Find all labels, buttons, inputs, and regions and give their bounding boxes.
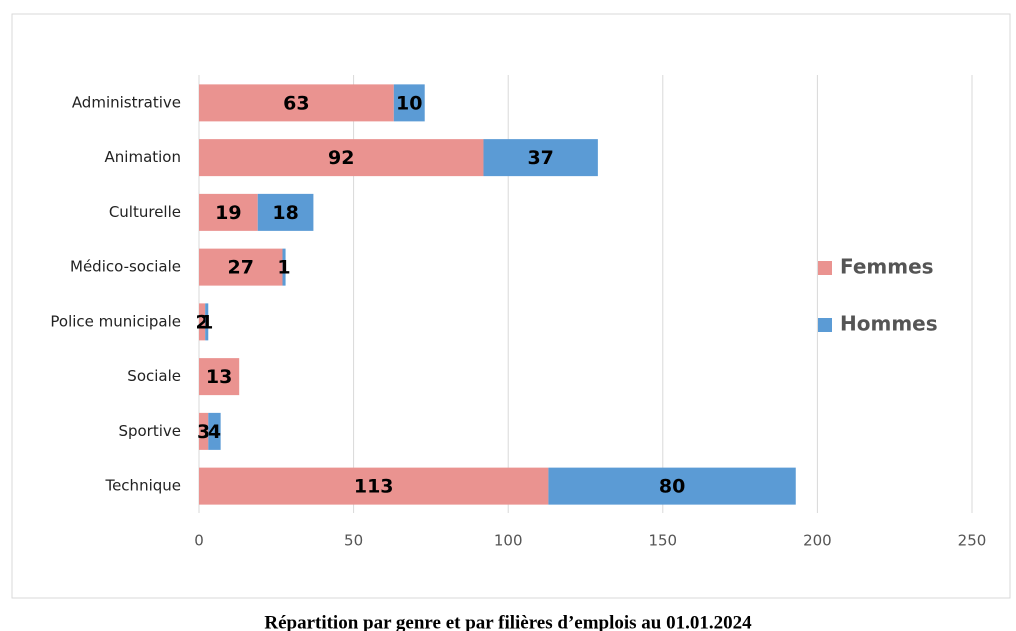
bar-segment (199, 248, 283, 286)
data-label: 13 (206, 366, 232, 388)
y-tick-label: Sportive (118, 422, 181, 440)
data-label: 1 (200, 311, 213, 333)
bar-segment (199, 84, 394, 122)
data-label: 113 (354, 476, 394, 498)
x-tick-label: 100 (494, 532, 523, 550)
bar-segment (199, 358, 240, 396)
data-label: 27 (228, 257, 254, 279)
y-tick-label: Animation (105, 148, 181, 166)
x-tick-label: 0 (194, 532, 204, 550)
legend-label: Hommes (840, 312, 938, 336)
bar-segment (548, 467, 796, 505)
x-tick-label: 150 (648, 532, 677, 550)
data-label: 4 (208, 421, 221, 443)
bar-segment (393, 84, 425, 122)
data-label: 19 (215, 202, 241, 224)
y-tick-label: Technique (104, 477, 181, 495)
y-tick-label: Police municipale (50, 312, 181, 330)
bar-segment (483, 139, 598, 177)
data-label: 37 (527, 147, 553, 169)
x-tick-label: 250 (958, 532, 987, 550)
bar-segment (199, 193, 258, 231)
legend-label: Femmes (840, 255, 934, 279)
bar-segment (199, 303, 206, 341)
data-label: 63 (283, 92, 309, 114)
chart-title: Répartition par genre et par filières d’… (264, 612, 752, 631)
bar-segment (199, 139, 484, 177)
data-label: 18 (272, 202, 298, 224)
legend-swatch (818, 261, 832, 275)
data-label: 92 (328, 147, 354, 169)
y-tick-label: Sociale (127, 367, 181, 385)
x-tick-label: 200 (803, 532, 832, 550)
y-tick-label: Culturelle (109, 203, 181, 221)
bar-segment (208, 412, 221, 450)
data-label: 80 (659, 476, 685, 498)
bar-segment (199, 467, 549, 505)
bar-segment (257, 193, 314, 231)
y-tick-label: Médico-sociale (70, 258, 181, 276)
legend-swatch (818, 318, 832, 332)
data-label: 10 (396, 92, 422, 114)
bar-segment (199, 412, 209, 450)
bar-segment (282, 248, 286, 286)
y-tick-label: Administrative (72, 93, 181, 111)
x-tick-label: 50 (344, 532, 363, 550)
data-label: 1 (277, 257, 290, 279)
data-label: 3 (197, 421, 210, 443)
bar-segment (205, 303, 209, 341)
